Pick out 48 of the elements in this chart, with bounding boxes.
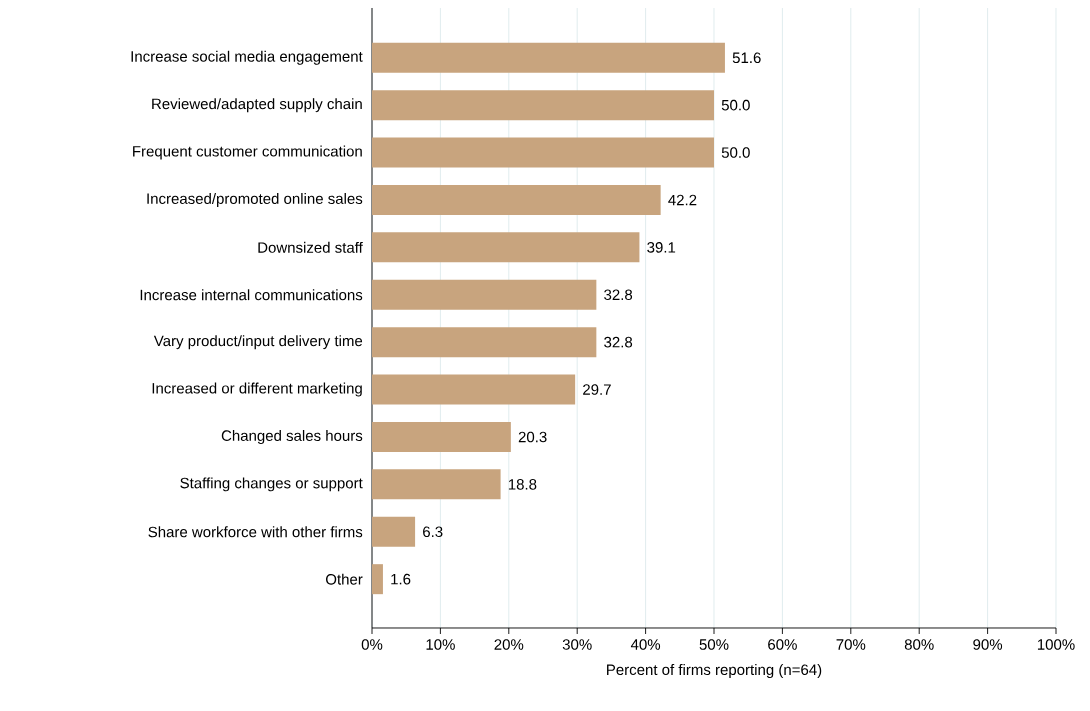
y-tick-label: Reviewed/adapted supply chain xyxy=(152,98,362,113)
bar xyxy=(372,469,501,500)
x-tick-label: 90% xyxy=(973,639,1003,650)
y-tick-label: Downsized staff xyxy=(258,241,363,253)
x-axis-title: Percent of firms reporting (n=64) xyxy=(607,664,822,678)
x-tick-label: 20% xyxy=(494,639,524,650)
bar xyxy=(372,564,383,595)
y-tick-label: Vary product/input delivery time xyxy=(153,335,363,350)
bar xyxy=(372,42,725,73)
x-tick-label: 80% xyxy=(904,639,934,650)
bar xyxy=(372,374,576,405)
data-label: 29.7 xyxy=(583,384,611,395)
y-tick-label: Increased/promoted online sales xyxy=(147,192,363,207)
y-tick-label: Frequent customer communication xyxy=(133,145,362,160)
data-label: 50.0 xyxy=(721,147,750,158)
data-label: 51.6 xyxy=(732,52,761,64)
data-label: 32.8 xyxy=(604,289,633,301)
data-label: 18.8 xyxy=(508,479,537,490)
x-tick-label: 70% xyxy=(836,639,866,650)
y-tick-label: Increase internal communications xyxy=(140,289,363,301)
y-tick-label: Other xyxy=(326,573,363,585)
data-label: 1.6 xyxy=(391,573,411,585)
data-label: 42.2 xyxy=(668,194,697,206)
bar xyxy=(372,421,511,452)
data-label: 32.8 xyxy=(604,336,633,348)
y-tick-label: Share workforce with other firms xyxy=(148,526,363,538)
y-tick-label: Increased or different marketing xyxy=(152,382,362,397)
x-tick-label: 100% xyxy=(1037,639,1075,650)
y-tick-label: Changed sales hours xyxy=(221,429,363,444)
data-label: 20.3 xyxy=(518,431,547,443)
bar xyxy=(372,232,640,263)
bar xyxy=(372,327,597,358)
bar xyxy=(372,516,416,547)
y-tick-label: Increase social media engagement xyxy=(131,50,363,65)
x-tick-label: 40% xyxy=(630,639,661,650)
x-tick-label: 10% xyxy=(426,639,455,650)
bar xyxy=(372,137,714,168)
data-label: 6.3 xyxy=(423,526,443,538)
data-label: 39.1 xyxy=(647,242,676,253)
x-tick-label: 30% xyxy=(562,639,592,650)
x-tick-label: 60% xyxy=(768,639,797,650)
data-label: 50.0 xyxy=(721,99,750,111)
bar xyxy=(372,184,661,215)
bar xyxy=(372,90,714,121)
x-tick-label: 50% xyxy=(699,639,729,650)
bar xyxy=(372,279,597,310)
x-tick-label: 0% xyxy=(361,639,383,650)
y-tick-label: Staffing changes or support xyxy=(180,477,363,492)
